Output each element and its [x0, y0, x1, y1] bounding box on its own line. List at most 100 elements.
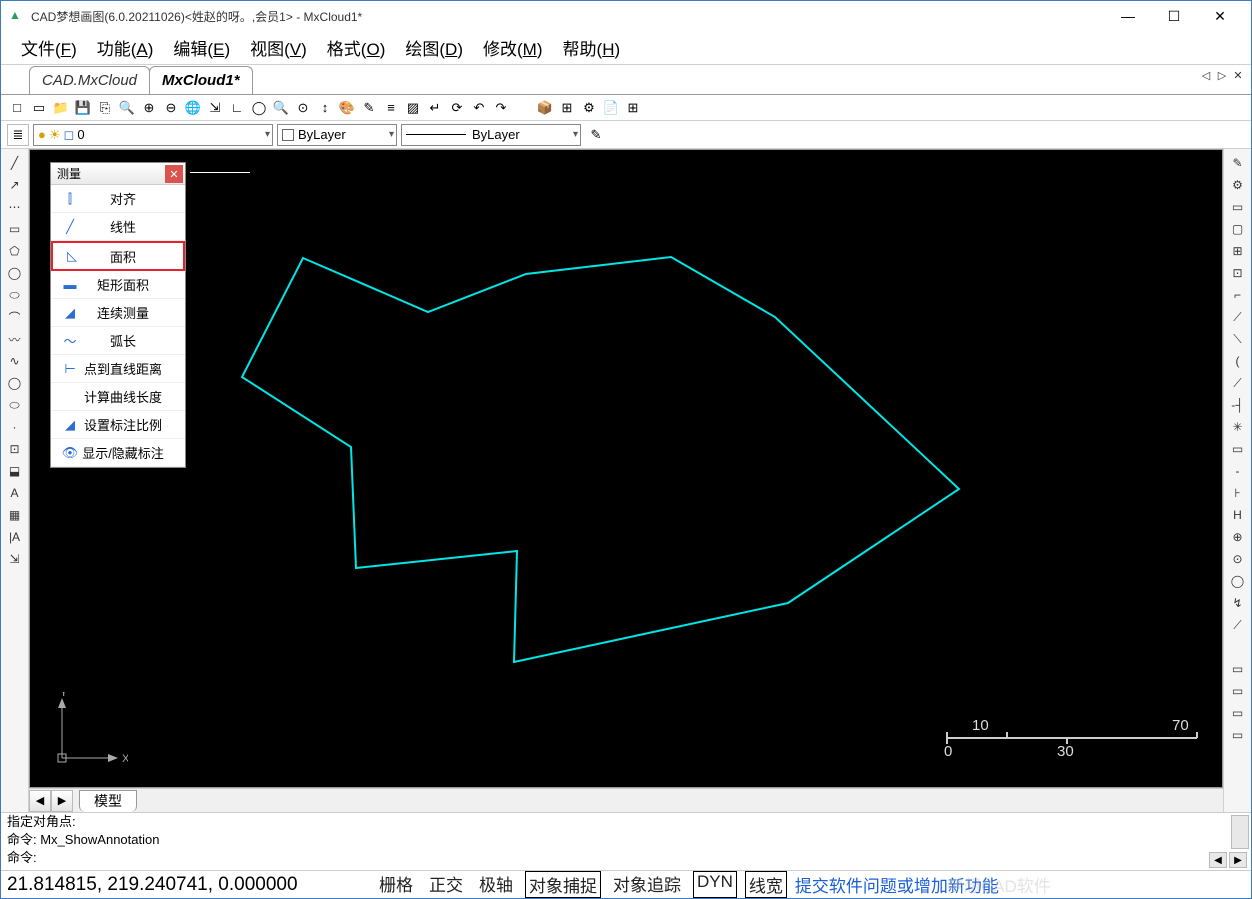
tab-close-icon[interactable]: ✕: [1231, 69, 1245, 82]
menu-d[interactable]: 绘图(D): [395, 31, 473, 64]
tool-icon[interactable]: ⬓: [4, 461, 26, 481]
toolbar-icon[interactable]: 📦: [535, 98, 555, 118]
tool-icon[interactable]: 〰: [4, 329, 26, 349]
toolbar-icon[interactable]: ↶: [469, 98, 489, 118]
toolbar-icon[interactable]: ↵: [425, 98, 445, 118]
toolbar-icon[interactable]: 🔍: [117, 98, 137, 118]
menu-f[interactable]: 文件(F): [11, 31, 87, 64]
toolbar-icon[interactable]: ⊞: [623, 98, 643, 118]
tool-icon[interactable]: ⊕: [1227, 527, 1249, 547]
measure-item[interactable]: ⫿对齐: [51, 185, 185, 213]
status-toggle[interactable]: 对象追踪: [609, 871, 685, 898]
toolbar-icon[interactable]: ⊙: [293, 98, 313, 118]
tool-icon[interactable]: ◯: [4, 373, 26, 393]
toolbar-icon[interactable]: ⊞: [557, 98, 577, 118]
toolbar-icon[interactable]: ◯: [249, 98, 269, 118]
tool-icon[interactable]: ↯: [1227, 593, 1249, 613]
menu-m[interactable]: 修改(M): [473, 31, 553, 64]
tool-icon[interactable]: ⚙: [1227, 175, 1249, 195]
toolbar-icon[interactable]: 🌐: [183, 98, 203, 118]
toolbar-icon[interactable]: ∟: [227, 98, 247, 118]
toolbar-icon[interactable]: ⎘: [95, 98, 115, 118]
tool-icon[interactable]: (: [1227, 351, 1249, 371]
toolbar-icon[interactable]: 📄: [601, 98, 621, 118]
maximize-button[interactable]: ☐: [1151, 1, 1197, 31]
tool-icon[interactable]: ◯: [1227, 571, 1249, 591]
menu-a[interactable]: 功能(A): [87, 31, 164, 64]
tool-icon[interactable]: ⊡: [4, 439, 26, 459]
tool-icon[interactable]: ▭: [4, 219, 26, 239]
toolbar-icon[interactable]: ✎: [359, 98, 379, 118]
toolbar-icon[interactable]: ⊖: [161, 98, 181, 118]
tool-icon[interactable]: ⊙: [1227, 549, 1249, 569]
status-toggle[interactable]: 线宽: [745, 871, 787, 898]
tool-icon[interactable]: ▭: [1227, 439, 1249, 459]
tool-icon[interactable]: ⋯: [4, 197, 26, 217]
layer-manager-icon[interactable]: ≣: [7, 124, 29, 146]
toolbar-icon[interactable]: ⟳: [447, 98, 467, 118]
measure-item[interactable]: ◺面积: [51, 241, 185, 271]
status-toggle[interactable]: DYN: [693, 871, 737, 898]
toolbar-icon[interactable]: ⇲: [205, 98, 225, 118]
measure-item[interactable]: 〜弧长: [51, 327, 185, 355]
status-toggle[interactable]: 对象捕捉: [525, 871, 601, 898]
tab-scroll-right-icon[interactable]: ▷: [1215, 69, 1229, 82]
toolbar-icon[interactable]: 📁: [51, 98, 71, 118]
tool-icon[interactable]: ▦: [4, 505, 26, 525]
tool-icon[interactable]: ⬭: [4, 395, 26, 415]
toolbar-icon[interactable]: ▭: [29, 98, 49, 118]
cmd-hscroll[interactable]: ◀▶: [1209, 852, 1247, 868]
measure-item[interactable]: ⊢点到直线距离: [51, 355, 185, 383]
toolbar-icon[interactable]: ⊕: [139, 98, 159, 118]
toolbar-icon[interactable]: □: [7, 98, 27, 118]
tool-icon[interactable]: ⌐: [1227, 285, 1249, 305]
tab-active[interactable]: MxCloud1*: [149, 66, 253, 94]
tool-icon[interactable]: ∿: [4, 351, 26, 371]
measure-item[interactable]: 计算曲线长度: [51, 383, 185, 411]
tool-icon[interactable]: -: [1227, 461, 1249, 481]
measure-item[interactable]: ◢设置标注比例: [51, 411, 185, 439]
tab-next-icon[interactable]: ▶: [51, 790, 73, 812]
toolbar-icon[interactable]: ↷: [491, 98, 511, 118]
tool-icon[interactable]: -┤: [1227, 395, 1249, 415]
panel-header[interactable]: 测量 ✕: [51, 163, 185, 185]
color-dropdown[interactable]: ByLayer ▾: [277, 124, 397, 146]
tab-prev-icon[interactable]: ◀: [29, 790, 51, 812]
tool-icon[interactable]: ◯: [4, 263, 26, 283]
tool-icon[interactable]: ✳: [1227, 417, 1249, 437]
tool-icon[interactable]: ▭: [1227, 681, 1249, 701]
close-button[interactable]: ✕: [1197, 1, 1243, 31]
tool-icon[interactable]: ▭: [1227, 197, 1249, 217]
layer-dropdown[interactable]: ● ☀ ◻ 0 ▾: [33, 124, 273, 146]
tab-scroll-left-icon[interactable]: ◁: [1199, 69, 1213, 82]
tool-icon[interactable]: ⊞: [1227, 241, 1249, 261]
tool-icon[interactable]: ▢: [1227, 219, 1249, 239]
tool-icon[interactable]: A: [4, 483, 26, 503]
tool-icon[interactable]: ▭: [1227, 725, 1249, 745]
toolbar-icon[interactable]: 🔍: [271, 98, 291, 118]
tool-icon[interactable]: ⟋: [1227, 307, 1249, 327]
toolbar-icon[interactable]: ⚙: [579, 98, 599, 118]
drawing-canvas[interactable]: 测量 ✕ ⫿对齐╱线性◺面积▬矩形面积◢连续测量〜弧长⊢点到直线距离计算曲线长度…: [29, 149, 1223, 788]
tool-icon[interactable]: ⊡: [1227, 263, 1249, 283]
tool-icon[interactable]: ▭: [1227, 703, 1249, 723]
tab-inactive[interactable]: CAD.MxCloud: [29, 66, 150, 94]
toolbar-icon[interactable]: 🎨: [337, 98, 357, 118]
tool-icon[interactable]: |A: [4, 527, 26, 547]
minimize-button[interactable]: —: [1105, 1, 1151, 31]
status-toggle[interactable]: 栅格: [375, 871, 417, 898]
tool-icon[interactable]: ·: [4, 417, 26, 437]
tool-icon[interactable]: ▭: [1227, 659, 1249, 679]
tool-icon[interactable]: ⟍: [1227, 329, 1249, 349]
cmd-vscroll[interactable]: [1231, 815, 1249, 849]
tool-icon[interactable]: ⌒: [4, 307, 26, 327]
tool-icon[interactable]: ⊦: [1227, 483, 1249, 503]
tool-icon[interactable]: ⬭: [4, 285, 26, 305]
command-area[interactable]: 指定对角点: 命令: Mx_ShowAnnotation 命令: ◀▶: [1, 812, 1251, 870]
tool-icon[interactable]: ⟋: [1227, 615, 1249, 635]
panel-close-icon[interactable]: ✕: [165, 165, 183, 183]
measure-item[interactable]: 👁显示/隐藏标注: [51, 439, 185, 467]
toolbar-icon[interactable]: ▨: [403, 98, 423, 118]
menu-e[interactable]: 编辑(E): [163, 31, 240, 64]
tool-icon[interactable]: ⇲: [4, 549, 26, 569]
